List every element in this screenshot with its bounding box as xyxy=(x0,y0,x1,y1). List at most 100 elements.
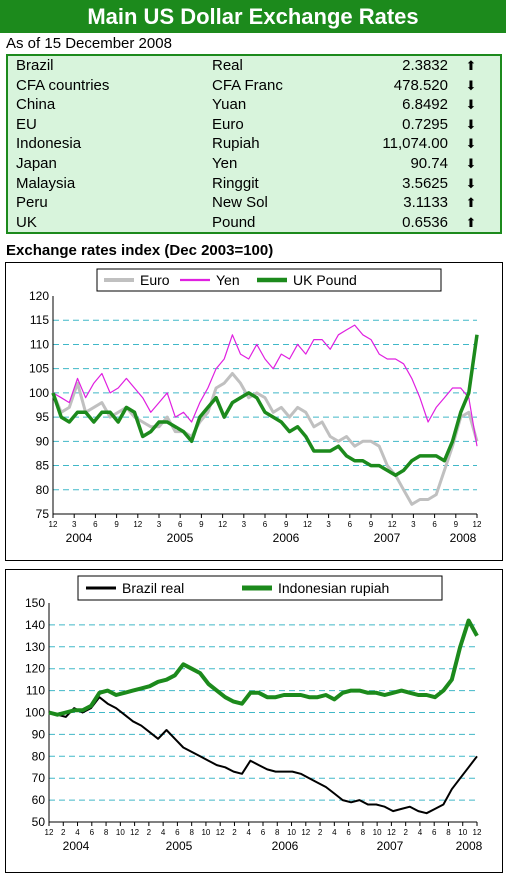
y-tick-label: 80 xyxy=(36,483,50,497)
down-arrow-icon: ⬇ xyxy=(465,156,477,171)
x-tick-label: 12 xyxy=(387,828,396,837)
index-chart-heading: Exchange rates index (Dec 2003=100) xyxy=(6,242,274,259)
rate-country: Indonesia xyxy=(16,135,82,153)
legend-label: Euro xyxy=(140,272,170,288)
x-tick-label: 2 xyxy=(147,828,152,837)
y-tick-label: 115 xyxy=(30,313,49,327)
x-tick-label: 6 xyxy=(178,520,183,529)
rate-currency: CFA Franc xyxy=(212,76,283,94)
y-tick-label: 140 xyxy=(25,618,45,632)
series-line-brazil-real xyxy=(48,696,478,815)
x-tick-label: 9 xyxy=(199,520,204,529)
rate-country: China xyxy=(16,96,56,114)
x-tick-label: 4 xyxy=(247,828,252,837)
y-tick-label: 50 xyxy=(32,815,46,829)
y-tick-label: 110 xyxy=(30,337,49,351)
y-tick-label: 95 xyxy=(36,410,50,424)
x-tick-label: 6 xyxy=(432,520,437,529)
rate-currency: Yuan xyxy=(212,96,247,114)
x-tick-label: 10 xyxy=(201,828,210,837)
as-of-date: As of 15 December 2008 xyxy=(6,35,172,52)
legend-label: Brazil real xyxy=(122,580,184,596)
exchange-rate-index-chart-svg: 75 80 85 90 95 100 105 110 115 120 12 3 6 9 12 3 6 9 12 3 6 9… xyxy=(29,268,482,545)
up-arrow-icon: ⬆ xyxy=(465,195,477,211)
y-tick-label: 100 xyxy=(25,706,45,720)
rate-country: Brazil xyxy=(16,57,54,74)
x-tick-label: 2 xyxy=(232,828,237,837)
x-tick-label: 3 xyxy=(157,520,162,529)
exchange-rates-table: Brazil Real 2.3832 ⬆ CFA countries CFA Franc 4… xyxy=(6,54,502,234)
x-tick-label: 6 xyxy=(90,828,95,837)
rate-country: Peru xyxy=(16,194,48,212)
rate-currency: New Sol xyxy=(212,194,268,212)
x-tick-label: 3 xyxy=(411,520,416,529)
page-title: Main US Dollar Exchange Rates xyxy=(0,0,506,33)
x-tick-label: 9 xyxy=(454,520,459,529)
x-tick-label: 8 xyxy=(104,828,109,837)
x-tick-label: 12 xyxy=(303,520,312,529)
rate-value: 478.520 xyxy=(393,76,448,94)
series-line-yen xyxy=(52,324,478,447)
year-label: 2008 xyxy=(450,531,477,545)
x-tick-label: 6 xyxy=(346,828,351,837)
y-tick-label: 80 xyxy=(32,749,46,763)
year-label: 2005 xyxy=(167,531,194,545)
x-tick-label: 4 xyxy=(75,828,80,837)
series-line-uk-pound xyxy=(51,334,479,477)
rate-country: Malaysia xyxy=(16,174,76,192)
legend-label: UK Pound xyxy=(293,272,357,288)
x-tick-label: 8 xyxy=(275,828,280,837)
x-tick-label: 10 xyxy=(458,828,467,837)
x-tick-label: 9 xyxy=(114,520,119,529)
rate-row: Peru New Sol 3.1133 ⬆ xyxy=(8,193,500,213)
year-label: 2006 xyxy=(273,531,300,545)
x-tick-label: 9 xyxy=(369,520,374,529)
y-tick-label: 75 xyxy=(36,507,50,521)
x-tick-label: 8 xyxy=(446,828,451,837)
x-tick-label: 12 xyxy=(49,520,58,529)
rate-country: Japan xyxy=(16,155,57,172)
rate-row: Malaysia Ringgit 3.5625 ⬇ xyxy=(8,174,500,194)
rate-row: Indonesia Rupiah 11,074.00 ⬇ xyxy=(8,134,500,154)
rate-currency: Ringgit xyxy=(212,174,259,192)
x-tick-label: 2 xyxy=(403,828,408,837)
y-tick-label: 60 xyxy=(32,793,46,807)
x-tick-label: 8 xyxy=(189,828,194,837)
rate-row: UK Pound 0.6536 ⬆ xyxy=(8,213,500,233)
x-tick-label: 10 xyxy=(287,828,296,837)
rate-country: UK xyxy=(16,213,37,231)
y-tick-label: 120 xyxy=(25,662,45,676)
rate-currency: Euro xyxy=(212,115,244,133)
y-tick-label: 120 xyxy=(29,289,49,303)
year-label: 2004 xyxy=(63,839,90,853)
x-tick-label: 2 xyxy=(318,828,323,837)
x-tick-label: 3 xyxy=(326,520,331,529)
year-label: 2005 xyxy=(166,839,193,853)
legend-label: Indonesian rupiah xyxy=(278,580,389,596)
x-tick-label: 6 xyxy=(261,828,266,837)
down-arrow-icon: ⬇ xyxy=(465,116,477,132)
x-tick-label: 12 xyxy=(216,828,225,837)
x-tick-label: 4 xyxy=(332,828,337,837)
rate-value: 6.8492 xyxy=(402,96,448,114)
x-tick-label: 9 xyxy=(284,520,289,529)
x-tick-label: 10 xyxy=(116,828,125,837)
rate-row: EU Euro 0.7295 ⬇ xyxy=(8,115,500,135)
rate-value: 3.5625 xyxy=(402,174,448,192)
y-tick-label: 100 xyxy=(29,386,49,400)
y-tick-label: 85 xyxy=(36,459,50,473)
rate-currency: Yen xyxy=(212,155,238,172)
x-tick-label: 12 xyxy=(473,520,482,529)
x-tick-label: 12 xyxy=(218,520,227,529)
x-tick-label: 12 xyxy=(388,520,397,529)
x-tick-label: 12 xyxy=(130,828,139,837)
y-tick-label: 110 xyxy=(26,684,45,698)
down-arrow-icon: ⬇ xyxy=(465,77,477,93)
rate-row: China Yuan 6.8492 ⬇ xyxy=(8,95,500,115)
x-tick-label: 6 xyxy=(93,520,98,529)
year-label: 2007 xyxy=(377,839,404,853)
x-tick-label: 4 xyxy=(161,828,166,837)
x-tick-label: 12 xyxy=(473,828,482,837)
x-tick-label: 3 xyxy=(242,520,247,529)
